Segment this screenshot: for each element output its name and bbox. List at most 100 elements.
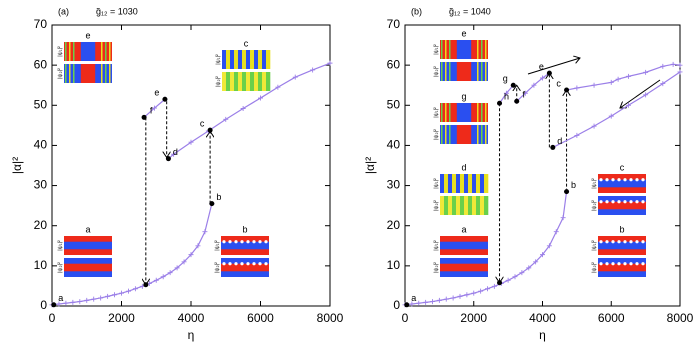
point xyxy=(564,87,570,93)
plus-marker xyxy=(660,81,666,87)
point xyxy=(143,282,149,288)
inset-label: e xyxy=(461,28,466,38)
plus-marker xyxy=(615,76,621,82)
inset-stripe xyxy=(69,64,71,83)
x-tick-label: 4000 xyxy=(529,311,556,325)
point-label: b xyxy=(216,192,221,202)
plus-marker xyxy=(112,292,118,298)
inset-stripe xyxy=(449,62,451,81)
plus-marker xyxy=(574,132,580,138)
plus-marker xyxy=(660,63,666,69)
inset-psi-label: |ψ₁|² xyxy=(57,46,63,57)
inset-stripe xyxy=(472,174,477,193)
plus-marker xyxy=(625,73,631,79)
inset-stripe xyxy=(440,196,445,215)
inset-psi-label: |ψ₂|² xyxy=(433,200,439,211)
plus-marker xyxy=(478,288,484,294)
inset-stripe xyxy=(242,50,247,69)
x-tick-label: 2000 xyxy=(460,311,487,325)
plus-marker xyxy=(503,90,509,96)
plus-marker xyxy=(625,102,631,108)
inset-label: c xyxy=(620,162,625,172)
y-tick-label: 70 xyxy=(387,17,401,31)
inset: a |ψ₁|² |ψ₂|² xyxy=(57,224,112,277)
inset-stripe xyxy=(64,241,112,250)
inset-stripe xyxy=(221,263,269,272)
inset-stripe xyxy=(481,103,483,122)
y-tick-label: 20 xyxy=(387,218,401,232)
inset-stripe xyxy=(481,62,483,81)
y-tick-label: 30 xyxy=(34,178,48,192)
inset-dot xyxy=(228,240,232,244)
plus-marker xyxy=(677,62,683,68)
plus-marker xyxy=(152,105,158,111)
x-axis-label: η xyxy=(539,328,546,342)
inset-stripe xyxy=(452,174,457,193)
inset-dot xyxy=(599,178,603,182)
plus-marker xyxy=(591,123,597,129)
plus-marker xyxy=(105,293,111,299)
inset-stripe xyxy=(477,125,479,144)
plus-marker xyxy=(560,215,566,221)
inset-dot xyxy=(258,240,262,244)
inset-stripe xyxy=(109,42,111,61)
inset-stripe xyxy=(101,42,103,61)
point-label: h xyxy=(504,92,509,102)
inset-label: g xyxy=(461,91,466,101)
inset-stripe xyxy=(262,50,267,69)
inset-stripe xyxy=(484,174,489,193)
plus-marker xyxy=(188,252,194,258)
point xyxy=(51,302,57,308)
plus-marker xyxy=(505,277,511,283)
inset-stripe xyxy=(477,40,479,59)
inset-stripe xyxy=(481,125,483,144)
inset-stripe xyxy=(485,103,487,122)
inset-dot xyxy=(228,262,232,266)
inset-stripe xyxy=(456,196,461,215)
inset-dot xyxy=(623,240,627,244)
y-tick-label: 70 xyxy=(34,17,48,31)
inset-stripe xyxy=(440,241,488,250)
inset-stripe xyxy=(468,174,473,193)
panel-label: (b) xyxy=(411,6,422,16)
y-tick-label: 60 xyxy=(34,57,48,71)
y-tick-label: 10 xyxy=(34,258,48,272)
plus-marker xyxy=(608,79,614,85)
plus-marker xyxy=(275,84,281,90)
inset-stripe xyxy=(441,125,443,144)
inset-stripe xyxy=(448,174,453,193)
plus-marker xyxy=(409,301,415,307)
inset-dot xyxy=(234,240,238,244)
inset-psi-label: |ψ₂|² xyxy=(57,68,63,79)
plus-marker xyxy=(258,95,263,101)
inset-dot xyxy=(629,240,633,244)
x-tick-label: 8000 xyxy=(667,311,694,325)
inset-stripe xyxy=(460,174,465,193)
inset-stripe xyxy=(485,40,487,59)
inset-psi-label: |ψ₂|² xyxy=(57,262,63,273)
plus-marker xyxy=(526,265,532,271)
plus-marker xyxy=(643,69,649,75)
inset-psi-label: |ψ₁|² xyxy=(433,107,439,118)
inset-stripe xyxy=(441,62,443,81)
y-tick-label: 50 xyxy=(387,97,401,111)
inset-stripe xyxy=(80,64,96,83)
inset-dot xyxy=(635,200,639,204)
inset-stripe xyxy=(250,72,255,91)
inset-dot xyxy=(611,178,615,182)
plus-marker xyxy=(63,300,69,306)
inset-stripe xyxy=(65,42,67,61)
inset-stripe xyxy=(254,50,259,69)
point-label: e xyxy=(539,62,544,72)
y-tick-label: 20 xyxy=(34,218,48,232)
inset-dot xyxy=(264,240,268,244)
inset-stripe xyxy=(456,40,472,59)
inset-stripe xyxy=(480,174,485,193)
plus-marker xyxy=(223,116,229,122)
inset-stripe xyxy=(452,196,457,215)
inset-dot xyxy=(611,200,615,204)
point xyxy=(209,201,215,207)
inset-dot xyxy=(617,200,621,204)
plus-marker xyxy=(512,274,518,280)
